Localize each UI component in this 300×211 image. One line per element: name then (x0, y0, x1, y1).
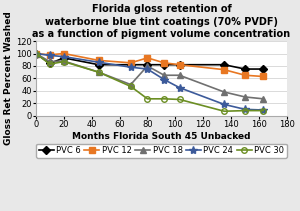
PVC 6 (48, 62, 52, 65)
Legend: PVC 6, PVC 12, PVC 18, PVC 24, PVC 30: PVC 6, PVC 12, PVC 18, PVC 24, PVC 30 (36, 143, 286, 158)
PVC 18 (222, 91, 226, 93)
PVC 30 (162, 97, 166, 100)
Line: PVC 6: PVC 6 (33, 51, 266, 72)
PVC 24 (261, 109, 265, 111)
Line: PVC 30: PVC 30 (33, 51, 266, 114)
PVC 12 (146, 57, 149, 59)
PVC 18 (162, 74, 166, 77)
PVC 6 (34, 52, 38, 55)
PVC 6 (129, 64, 133, 66)
PVC 12 (261, 75, 265, 78)
PVC 6 (178, 64, 181, 66)
PVC 24 (243, 108, 247, 111)
PVC 24 (97, 61, 101, 64)
PVC 24 (129, 66, 133, 68)
Line: PVC 24: PVC 24 (32, 49, 267, 114)
PVC 18 (34, 52, 38, 55)
PVC 18 (178, 74, 181, 77)
PVC 18 (261, 97, 265, 100)
PVC 18 (146, 65, 149, 67)
PVC 30 (178, 98, 181, 101)
Line: PVC 18: PVC 18 (33, 51, 266, 102)
PVC 12 (222, 68, 226, 71)
PVC 24 (162, 78, 166, 81)
Y-axis label: Gloss Ret Percent Washed: Gloss Ret Percent Washed (4, 11, 13, 145)
PVC 12 (34, 52, 38, 55)
PVC 18 (97, 71, 101, 73)
PVC 30 (129, 85, 133, 88)
PVC 18 (48, 60, 52, 63)
PVC 6 (222, 64, 226, 66)
PVC 12 (243, 74, 247, 77)
PVC 12 (48, 54, 52, 56)
Line: PVC 12: PVC 12 (33, 51, 266, 79)
PVC 6 (146, 64, 149, 66)
PVC 30 (243, 109, 247, 112)
PVC 30 (34, 52, 38, 55)
PVC 24 (178, 86, 181, 89)
PVC 18 (62, 60, 66, 62)
PVC 6 (261, 68, 265, 70)
PVC 18 (129, 83, 133, 86)
PVC 6 (162, 64, 166, 66)
PVC 24 (48, 54, 52, 57)
PVC 12 (178, 64, 181, 66)
PVC 6 (62, 57, 66, 59)
PVC 18 (243, 96, 247, 98)
PVC 12 (129, 62, 133, 64)
PVC 30 (146, 97, 149, 100)
PVC 24 (146, 68, 149, 70)
PVC 12 (162, 62, 166, 64)
PVC 30 (62, 60, 66, 63)
PVC 30 (48, 63, 52, 65)
PVC 24 (62, 55, 66, 58)
PVC 12 (97, 59, 101, 62)
PVC 30 (261, 109, 265, 112)
PVC 6 (97, 64, 101, 66)
PVC 24 (222, 103, 226, 106)
Title: Florida gloss retention of
waterborne blue tint coatings (70% PVDF)
as a functio: Florida gloss retention of waterborne bl… (32, 4, 290, 39)
PVC 30 (97, 71, 101, 73)
X-axis label: Months Florida South 45 Unbacked: Months Florida South 45 Unbacked (72, 131, 250, 141)
PVC 6 (243, 68, 247, 70)
PVC 24 (34, 52, 38, 55)
PVC 30 (222, 110, 226, 112)
PVC 12 (62, 52, 66, 55)
